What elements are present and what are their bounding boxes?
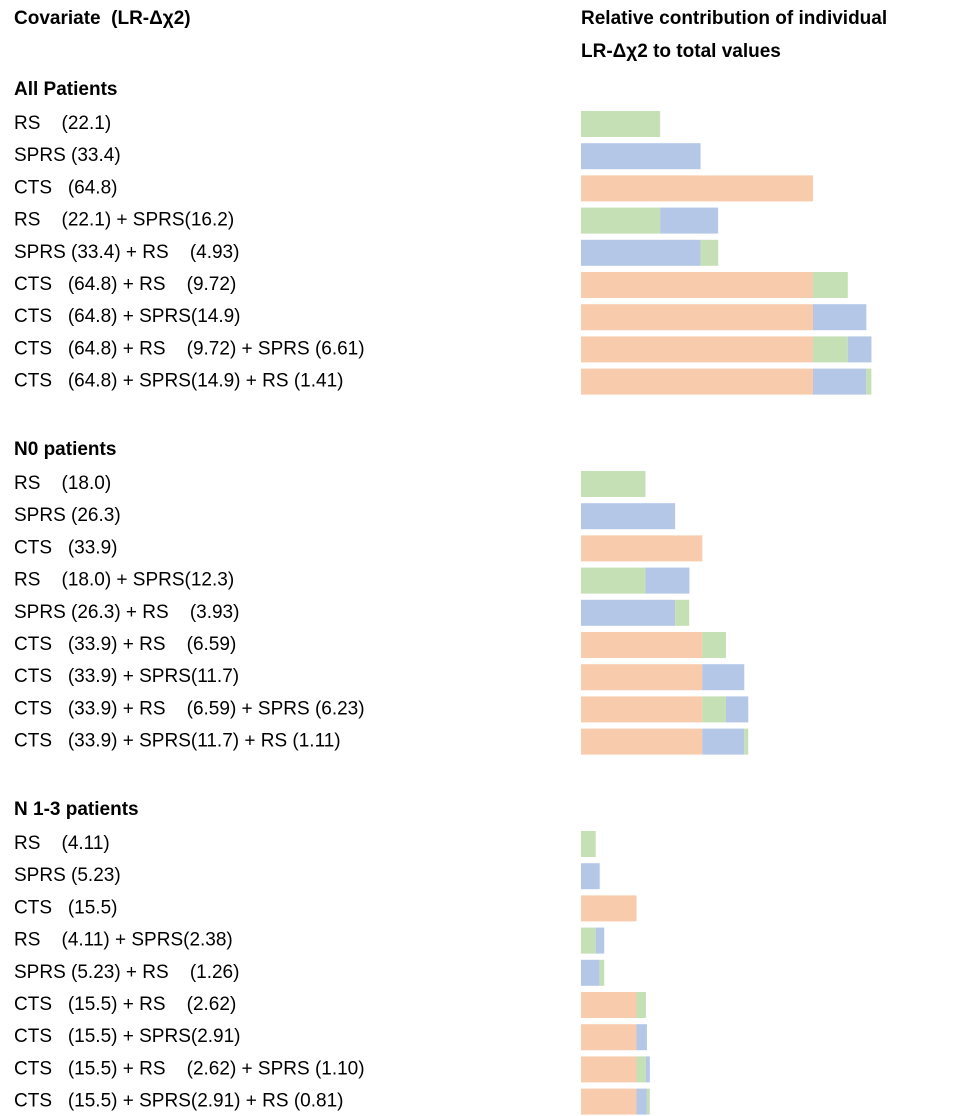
bar-segment xyxy=(581,927,596,954)
bar-segment xyxy=(636,1024,647,1051)
row-label: CTS (33.9) + RS (6.59) + SPRS (6.23) xyxy=(14,698,365,719)
bar-segment xyxy=(581,503,676,530)
bar-segment xyxy=(636,1056,646,1083)
row-label: SPRS (26.3) xyxy=(14,505,121,526)
bar-segment xyxy=(646,1088,650,1115)
bar-segment xyxy=(660,207,719,234)
bar-segment xyxy=(581,272,813,298)
row-label: SPRS (33.4) xyxy=(14,145,121,166)
bar-segment xyxy=(636,1088,647,1115)
row-label: CTS (15.5) + SPRS(2.91) + RS (0.81) xyxy=(14,1091,343,1112)
bar-segment xyxy=(812,304,867,331)
group-title: All Patients xyxy=(14,79,117,100)
row-label: RS (22.1) xyxy=(14,113,111,134)
row-label: CTS (64.8) + SPRS(14.9) xyxy=(14,306,241,327)
bar-segment xyxy=(599,959,605,986)
group-title: N0 patients xyxy=(14,439,116,460)
bar-segment xyxy=(581,632,703,658)
row-label: CTS (33.9) + SPRS(11.7) xyxy=(14,666,239,687)
row-label: SPRS (33.4) + RS (4.93) xyxy=(14,242,239,263)
chart-subtitle: Relative contribution of individual xyxy=(581,8,887,29)
chart-subtitle: LR-Δχ2 to total values xyxy=(581,41,781,62)
bar-segment xyxy=(847,336,872,363)
row-label: CTS (64.8) xyxy=(14,177,117,198)
row-label: CTS (33.9) + RS (6.59) xyxy=(14,634,236,655)
bar-segment xyxy=(812,336,848,363)
row-label: SPRS (5.23) xyxy=(14,865,121,886)
bar-segment xyxy=(581,471,646,497)
bar-segment xyxy=(702,632,726,658)
row-label: SPRS (26.3) + RS (3.93) xyxy=(14,602,239,623)
bar-segment xyxy=(866,368,872,395)
bar-segment xyxy=(581,1088,637,1115)
bar-segment xyxy=(581,535,703,562)
row-label: CTS (33.9) xyxy=(14,537,117,558)
bar-segment xyxy=(581,1056,637,1083)
bar-segment xyxy=(595,927,605,954)
bar-segment xyxy=(581,728,703,755)
bar-segment xyxy=(581,207,661,234)
row-label: CTS (33.9) + SPRS(11.7) + RS (1.11) xyxy=(14,731,341,752)
bar-segment xyxy=(581,336,813,363)
bar-segment xyxy=(581,599,676,626)
bar-segment xyxy=(581,567,646,594)
bar-segment xyxy=(812,272,848,298)
chart-title: Covariate (LR-Δχ2) xyxy=(14,8,191,29)
row-label: SPRS (5.23) + RS (1.26) xyxy=(14,962,239,983)
bar-segment xyxy=(581,664,703,691)
bar-segment xyxy=(702,664,745,691)
bar-segment xyxy=(581,863,600,890)
row-label: CTS (15.5) + RS (2.62) xyxy=(14,994,236,1015)
bar-segment xyxy=(581,111,661,137)
bar-segment xyxy=(581,368,813,395)
bar-segment xyxy=(581,175,813,202)
row-label: RS (18.0) xyxy=(14,473,111,494)
bar-segment xyxy=(812,368,867,395)
bar-segment xyxy=(581,696,703,723)
group-title: N 1-3 patients xyxy=(14,799,139,820)
row-label: CTS (64.8) + SPRS(14.9) + RS (1.41) xyxy=(14,371,343,392)
row-label: CTS (15.5) xyxy=(14,897,117,918)
bar-segment xyxy=(725,696,749,723)
row-label: CTS (64.8) + RS (9.72) xyxy=(14,274,236,295)
bar-segment xyxy=(700,239,719,266)
bar-segment xyxy=(702,728,745,755)
row-label: RS (4.11) xyxy=(14,833,110,854)
row-label: RS (4.11) + SPRS(2.38) xyxy=(14,930,233,951)
row-label: RS (18.0) + SPRS(12.3) xyxy=(14,570,234,591)
row-label: CTS (64.8) + RS (9.72) + SPRS (6.61) xyxy=(14,338,365,359)
bar-segment xyxy=(645,1056,650,1083)
bar-segment xyxy=(636,992,646,1018)
row-label: CTS (15.5) + SPRS(2.91) xyxy=(14,1026,241,1047)
bar-segment xyxy=(581,143,701,170)
row-label: RS (22.1) + SPRS(16.2) xyxy=(14,210,234,231)
bar-segment xyxy=(675,599,690,626)
bar-segment xyxy=(581,239,701,266)
bar-segment xyxy=(581,959,600,986)
bar-segment xyxy=(581,304,813,331)
bar-segment xyxy=(581,1024,637,1051)
row-label: CTS (15.5) + RS (2.62) + SPRS (1.10) xyxy=(14,1058,365,1079)
bar-segment xyxy=(702,696,726,723)
bar-segment xyxy=(581,831,596,857)
bar-segment xyxy=(581,895,637,922)
bar-segment xyxy=(581,992,637,1018)
bar-segment xyxy=(645,567,690,594)
bar-segment xyxy=(744,728,749,755)
